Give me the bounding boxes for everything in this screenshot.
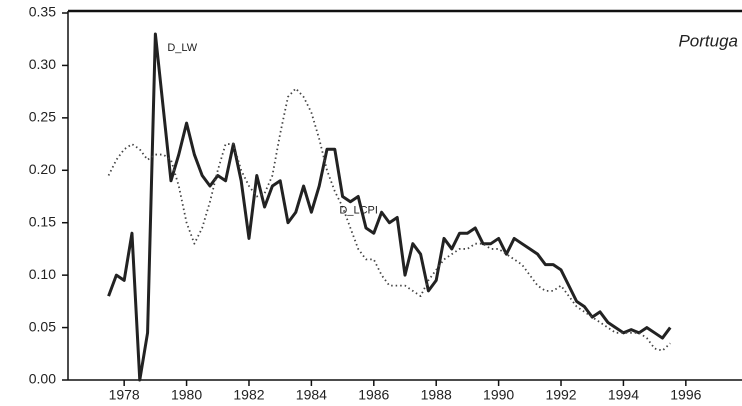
- series-label: D_LW: [167, 42, 197, 54]
- x-tick-label: 1980: [171, 387, 202, 403]
- x-tick-label: 1978: [109, 387, 140, 403]
- x-tick-label: 1996: [670, 387, 701, 403]
- x-tick-label: 1992: [545, 387, 576, 403]
- y-tick-label: 0.35: [29, 4, 56, 20]
- y-tick-label: 0.00: [29, 371, 56, 387]
- x-tick-label: 1994: [608, 387, 639, 403]
- y-tick-label: 0.25: [29, 109, 56, 125]
- chart-title: Portuga: [678, 31, 738, 50]
- x-tick-label: 1984: [296, 387, 327, 403]
- series-line: [107, 87, 671, 352]
- x-tick-label: 1986: [358, 387, 389, 403]
- x-tick-label: 1988: [421, 387, 452, 403]
- y-tick-label: 0.30: [29, 56, 56, 72]
- x-tick-label: 1990: [483, 387, 514, 403]
- y-tick-label: 0.20: [29, 161, 56, 177]
- y-tick-label: 0.10: [29, 266, 56, 282]
- y-tick-label: 0.05: [29, 318, 56, 334]
- series-line: [107, 32, 672, 382]
- series-label: D_LCPI: [339, 205, 378, 217]
- y-tick-label: 0.15: [29, 213, 56, 229]
- x-tick-label: 1982: [233, 387, 264, 403]
